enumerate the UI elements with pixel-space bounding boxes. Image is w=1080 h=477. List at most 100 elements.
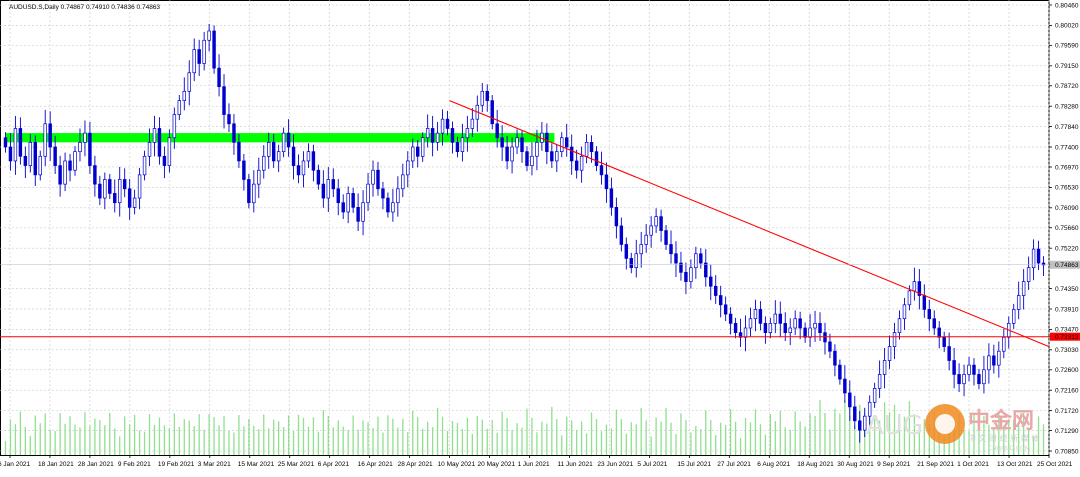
overlay-lines [0,100,1050,348]
candle-body [699,253,703,264]
candle-body [23,155,28,166]
candle-body [227,114,231,125]
candle-body [694,253,698,269]
candle-body [376,169,380,190]
candle-body [927,309,931,320]
candle-body [217,67,221,88]
candle-body [659,216,663,231]
candle-body [212,30,216,69]
candle-body [192,49,196,74]
candle-body [430,128,435,143]
candle-body [271,142,276,162]
candle-body [3,137,8,148]
candle-body [882,360,887,375]
price-tick-label: 0.80020 [1055,23,1079,30]
candle-body [897,318,902,334]
candle-body [867,401,872,417]
candle-body [103,179,107,199]
candle-body [237,142,241,162]
candle-body [396,188,400,204]
date-tick-label: 10 May 2021 [438,461,476,468]
price-tick-label: 0.71720 [1055,408,1079,415]
candle-body [972,364,976,375]
candle-body [38,155,42,176]
candle-body [728,313,733,324]
candle-body [33,142,37,176]
candle-body [634,253,638,269]
candle-body [276,151,281,162]
candle-body [162,155,167,166]
candle-body [1026,267,1031,282]
candle-body [505,146,509,162]
date-tick-label: 5 Jul 2021 [637,461,667,468]
candle-body [411,146,415,162]
date-tick-label: 16 Apr 2021 [358,461,393,468]
candle-body [440,118,445,134]
candle-body [962,374,966,385]
candle-body [515,137,519,148]
candle-body [311,151,316,171]
candle-body [222,86,226,115]
candle-body [1021,281,1026,296]
hline-price-badge [1050,332,1080,341]
price-tick-label: 0.78720 [1055,83,1079,90]
resistance-zone-band [6,133,555,143]
price-tick-label: 0.72160 [1055,388,1079,395]
candle-body [401,174,405,190]
candle-body [743,327,748,338]
candle-body [425,128,430,139]
candle-body [922,295,927,310]
candle-body [108,179,112,194]
candle-body [892,332,897,347]
candle-body [1012,309,1016,324]
date-tick-label: 19 Feb 2021 [158,461,195,468]
candle-body [470,118,475,129]
watermark-brand: 中金网 [968,408,1034,434]
date-tick-label: 6 Aug 2021 [757,461,790,468]
candle-body [833,350,837,366]
candle-body [574,160,579,171]
date-tick-label: 30 Aug 2021 [837,461,874,468]
price-tick-label: 0.76970 [1055,164,1079,171]
candle-body [306,151,311,162]
price-tick-label: 0.73313 [1055,334,1079,341]
candle-body [132,197,137,208]
candle-body [118,179,122,204]
candle-body [262,155,266,171]
candle-body [714,285,718,296]
watermark-site: CNGOLD.COM [988,445,1030,452]
candle-body [381,188,385,199]
price-tick-label: 0.74350 [1055,286,1079,293]
candle-body [460,137,465,153]
candle-body [1031,248,1036,269]
candle-body [604,174,609,190]
candle-body [122,179,127,190]
candle-body [664,230,668,245]
candle-body [858,420,862,431]
candle-body [843,378,847,394]
candle-body [147,142,152,157]
candle-body [346,193,350,213]
grid [0,0,1050,456]
candle-body [267,142,271,157]
price-tick-label: 0.80460 [1055,2,1079,9]
current-price-badge [1050,260,1080,269]
candle-body [733,323,738,334]
candle-body [247,179,251,204]
date-tick-label: 27 Jul 2021 [717,461,751,468]
candle-body [1016,295,1021,310]
candle-body [361,202,365,222]
candle-body [778,313,782,324]
volume-histogram [4,400,1045,455]
resistance-zone [6,133,555,143]
candle-body [500,137,504,148]
candle-body [182,90,186,101]
candle-body [992,355,996,366]
price-tick-label: 0.72600 [1055,367,1079,374]
date-tick-label: 18 Aug 2021 [797,461,834,468]
candle-body [555,151,559,162]
price-tick-label: 0.77400 [1055,144,1079,151]
watermark-logo-inner-icon [935,414,955,434]
candle-body [773,313,778,324]
candle-body [13,128,18,162]
